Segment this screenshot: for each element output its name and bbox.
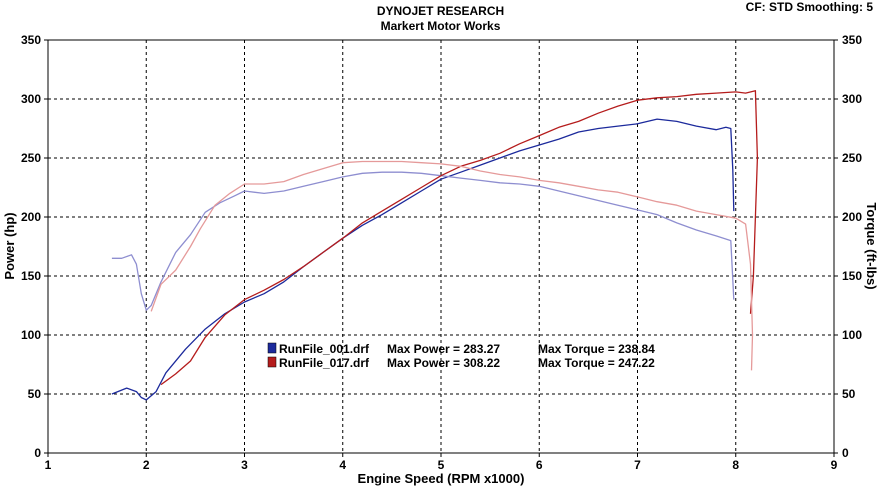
x-tick-label: 5 (438, 458, 445, 472)
correction-smoothing-info: CF: STD Smoothing: 5 (745, 0, 873, 14)
x-axis-ticks: 1 2 3 4 5 6 7 8 9 (45, 453, 838, 472)
grid (48, 40, 834, 453)
legend-run1-max-power: Max Power = 283.27 (387, 342, 500, 356)
x-tick-label: 6 (536, 458, 543, 472)
right-tick-label: 0 (842, 446, 849, 460)
x-tick-label: 7 (634, 458, 641, 472)
series-run1-torque (111, 171, 735, 311)
left-tick-label: 350 (21, 33, 41, 47)
right-tick-label: 200 (842, 210, 862, 224)
right-tick-label: 150 (842, 269, 862, 283)
right-tick-label: 100 (842, 328, 862, 342)
x-tick-label: 9 (831, 458, 838, 472)
right-tick-label: 300 (842, 92, 862, 106)
left-tick-label: 300 (21, 92, 41, 106)
right-tick-label: 350 (842, 33, 862, 47)
left-axis-label: Power (hp) (2, 212, 17, 279)
left-tick-label: 50 (28, 387, 42, 401)
series-run2-power (160, 90, 759, 386)
x-tick-label: 3 (241, 458, 248, 472)
x-tick-label: 2 (143, 458, 150, 472)
left-tick-label: 0 (34, 446, 41, 460)
series-run2-torque (150, 160, 754, 371)
series-run1-power (111, 118, 735, 401)
left-tick-label: 200 (21, 210, 41, 224)
legend-run2-max-power: Max Power = 308.22 (387, 356, 500, 370)
left-tick-label: 250 (21, 151, 41, 165)
legend-run2-name: RunFile_017.drf (279, 356, 370, 370)
left-tick-label: 100 (21, 328, 41, 342)
series-lines (111, 90, 759, 401)
x-axis-label: Engine Speed (RPM x1000) (358, 471, 525, 486)
right-tick-label: 50 (842, 387, 856, 401)
x-tick-label: 8 (732, 458, 739, 472)
legend-swatch-run2 (267, 356, 277, 368)
legend: RunFile_001.drf Max Power = 283.27 Max T… (267, 342, 655, 370)
right-axis-ticks: 0 50 100 150 200 250 300 350 (834, 33, 862, 460)
chart-title: DYNOJET RESEARCH (376, 4, 505, 18)
legend-run1-name: RunFile_001.drf (279, 342, 370, 356)
left-tick-label: 150 (21, 269, 41, 283)
right-tick-label: 250 (842, 151, 862, 165)
chart-subtitle: Markert Motor Works (380, 19, 501, 33)
legend-run1-max-torque: Max Torque = 238.84 (538, 342, 655, 356)
left-axis-ticks: 0 50 100 150 200 250 300 350 (21, 33, 48, 460)
legend-run2-max-torque: Max Torque = 247.22 (538, 356, 655, 370)
right-axis-label: Torque (ft-lbs) (864, 202, 879, 289)
legend-swatch-run1 (267, 342, 277, 354)
x-tick-label: 4 (339, 458, 346, 472)
x-tick-label: 1 (45, 458, 52, 472)
